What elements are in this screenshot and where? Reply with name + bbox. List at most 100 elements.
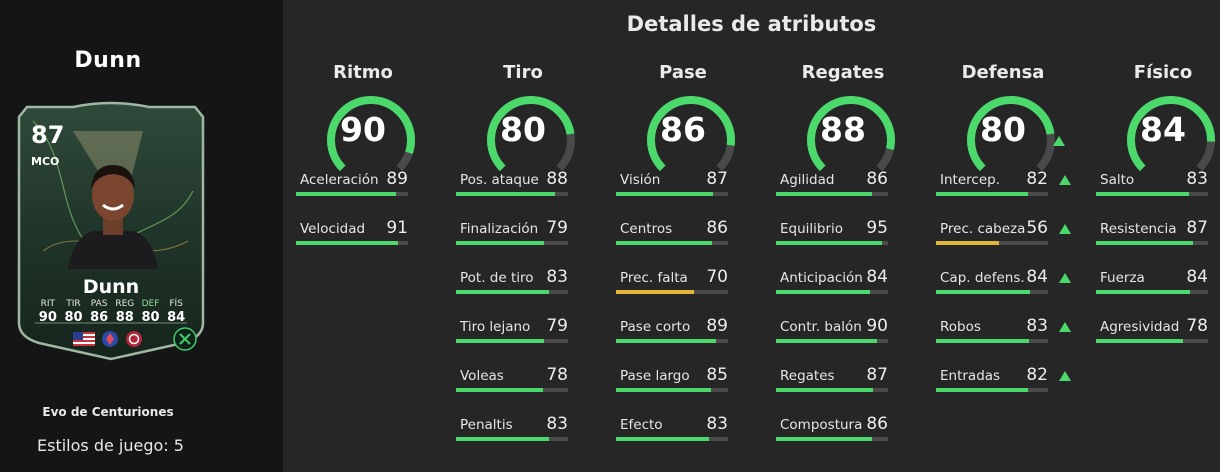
- stat-value: 84: [1026, 267, 1048, 287]
- stat-row: Aceleración 89: [296, 166, 436, 206]
- upgrade-arrow-icon: [1059, 371, 1071, 381]
- stat-name: Visión: [620, 172, 661, 188]
- stat-row: Compostura 86: [776, 411, 916, 451]
- stat-row: Prec. cabeza 56: [936, 215, 1076, 255]
- stat-value: 78: [1186, 316, 1208, 336]
- stat-value: 88: [546, 169, 568, 189]
- stat-row: Anticipación 84: [776, 264, 916, 304]
- stat-name: Entradas: [940, 368, 1001, 384]
- card-stat-value: 84: [167, 310, 186, 325]
- category-value: 80: [500, 110, 546, 149]
- stat-bar: [616, 192, 728, 196]
- player-panel: Dunn 87 MCO Dunn R: [0, 0, 283, 472]
- stat-bar-fill: [616, 290, 694, 294]
- stat-bar-fill: [1096, 339, 1183, 343]
- stat-row: Robos 83: [936, 313, 1076, 353]
- card-stat-label: RIT: [40, 299, 56, 309]
- stat-bar-fill: [1096, 290, 1190, 294]
- stat-bar-fill: [456, 290, 549, 294]
- card-stat: FÍS 84: [163, 299, 189, 325]
- stat-bar-fill: [616, 339, 716, 343]
- stat-value: 70: [706, 267, 728, 287]
- player-portrait: [68, 165, 158, 269]
- gauge-fill: [967, 96, 1055, 172]
- card-stat-value: 80: [141, 310, 160, 325]
- stat-value: 90: [866, 316, 888, 336]
- stat-name: Pot. de tiro: [460, 270, 534, 286]
- stat-row: Agilidad 86: [776, 166, 916, 206]
- stat-bar: [616, 339, 728, 343]
- stat-name: Voleas: [460, 368, 504, 384]
- category-gauge: [967, 96, 1055, 172]
- playstyles-count[interactable]: Estilos de juego: 5: [37, 436, 184, 455]
- card-stat-label: TIR: [66, 299, 81, 309]
- stat-bar-fill: [776, 192, 872, 196]
- stat-bar: [456, 437, 568, 441]
- stat-bar-fill: [456, 339, 544, 343]
- stat-bar: [1096, 339, 1208, 343]
- stat-bar: [456, 192, 568, 196]
- stat-bar: [776, 437, 888, 441]
- player-card[interactable]: 87 MCO Dunn RIT 90 TIR 80 PAS 86 REG 88 DEF 8…: [13, 101, 209, 363]
- card-stat-value: 88: [115, 310, 134, 325]
- gauge-fill: [327, 96, 415, 172]
- stat-row: Resistencia 87: [1096, 215, 1220, 255]
- stat-bar: [936, 290, 1048, 294]
- stat-bar-fill: [456, 241, 544, 245]
- card-stat: TIR 80: [61, 299, 87, 325]
- stat-name: Compostura: [780, 417, 863, 433]
- category-value: 80: [980, 110, 1026, 149]
- stat-bar: [456, 241, 568, 245]
- stat-bar-fill: [776, 339, 877, 343]
- stat-bar: [776, 290, 888, 294]
- stat-row: Finalización 79: [456, 215, 596, 255]
- stat-value: 86: [706, 218, 728, 238]
- upgrade-arrow-icon: [1053, 136, 1065, 146]
- stat-bar: [936, 192, 1048, 196]
- stat-name: Contr. balón: [780, 319, 862, 335]
- stat-name: Velocidad: [300, 221, 366, 237]
- card-stats-grid: RIT 90 TIR 80 PAS 86 REG 88 DEF 80 FÍS 84: [35, 299, 189, 325]
- stat-bar-fill: [616, 241, 712, 245]
- stat-name: Agresividad: [1100, 319, 1180, 335]
- stat-bar-fill: [936, 192, 1028, 196]
- stat-name: Cap. defens.: [940, 270, 1025, 286]
- stat-row: Agresividad 78: [1096, 313, 1220, 353]
- stat-value: 87: [706, 169, 728, 189]
- stat-bar-fill: [936, 290, 1030, 294]
- category-gauge: [807, 96, 895, 172]
- category-value: 84: [1140, 110, 1186, 149]
- stat-bar: [456, 388, 568, 392]
- stat-value: 83: [546, 267, 568, 287]
- stat-bar-fill: [776, 290, 870, 294]
- page-title: Detalles de atributos: [626, 12, 877, 36]
- stat-bar-fill: [456, 437, 549, 441]
- stat-value: 83: [1026, 316, 1048, 336]
- stat-row: Pos. ataque 88: [456, 166, 596, 206]
- category-name: Defensa: [961, 62, 1045, 83]
- stat-row: Visión 87: [616, 166, 756, 206]
- stat-bar: [616, 437, 728, 441]
- category-name: Pase: [659, 62, 707, 83]
- stat-bar-fill: [616, 437, 709, 441]
- card-stat-label: PAS: [90, 299, 108, 309]
- stat-bar: [776, 192, 888, 196]
- stat-bar: [616, 388, 728, 392]
- stat-bar: [776, 241, 888, 245]
- stat-row: Prec. falta 70: [616, 264, 756, 304]
- stat-name: Anticipación: [780, 270, 863, 286]
- stat-bar: [936, 241, 1048, 245]
- card-stat-value: 86: [90, 310, 109, 325]
- card-position: MCO: [31, 155, 60, 168]
- stat-value: 82: [1026, 169, 1048, 189]
- card-stat: PAS 86: [86, 299, 112, 325]
- stat-bar: [296, 192, 408, 196]
- upgrade-arrow-icon: [1059, 224, 1071, 234]
- stat-value: 84: [1186, 267, 1208, 287]
- card-stat: DEF 80: [138, 299, 164, 325]
- stat-bar: [776, 388, 888, 392]
- stat-row: Efecto 83: [616, 411, 756, 451]
- category-gauge: [647, 96, 735, 172]
- category-name: Ritmo: [333, 62, 393, 83]
- stat-bar: [456, 339, 568, 343]
